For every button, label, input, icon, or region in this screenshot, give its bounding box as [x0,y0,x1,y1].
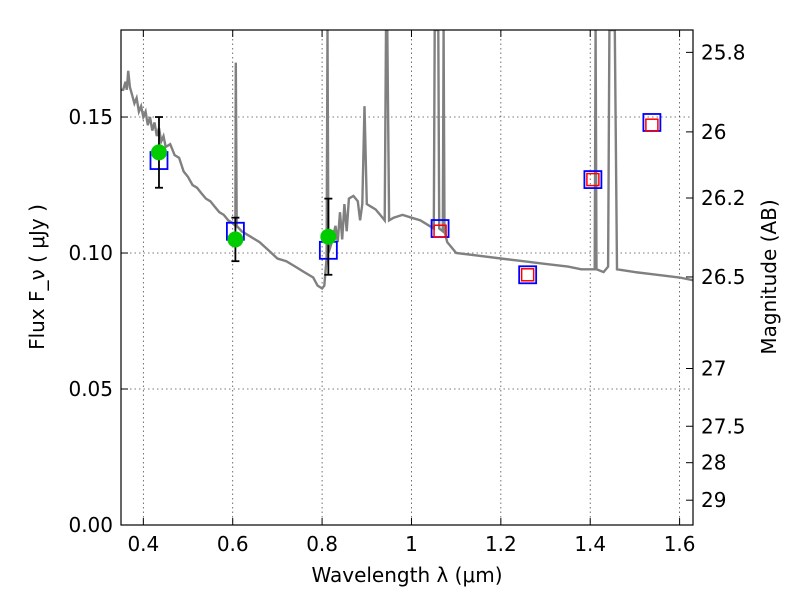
y-tick-label: 0.15 [68,105,113,129]
grid-lines [121,30,693,525]
x-axis-title: Wavelength λ (μm) [311,563,502,587]
observed-point [227,231,244,248]
axis-ticks: 0.4 0.6 0.8 1 1.2 1.4 1.6 0.00 0.05 0.10 0.15 25.8 2… [68,30,746,556]
predicted-band-marker [433,224,447,239]
y2-tick-label: 26.2 [701,186,746,210]
y2-axis-title: Magnitude (AB) [757,199,781,354]
y-tick-label: 0.05 [68,377,113,401]
observed-point [150,144,167,161]
model-band-marker [518,265,538,285]
y2-tick-label: 27 [701,356,726,380]
model-spectrum-line [121,30,693,290]
y-tick-label: 0.00 [68,513,113,537]
x-tick-label: 0.4 [127,532,159,556]
x-tick-label: 1.2 [485,532,517,556]
x-tick-label: 1 [405,532,418,556]
band-markers [149,113,662,285]
observed-point [320,228,337,245]
y-tick-label: 0.10 [68,241,113,265]
x-tick-label: 0.8 [306,532,338,556]
plot-area [121,30,693,290]
predicted-band-marker [520,268,535,282]
observed-points [150,116,337,276]
x-tick-label: 1.6 [664,532,696,556]
y2-tick-label: 25.8 [701,40,746,64]
model-band-marker [583,170,603,189]
predicted-band-marker [586,172,600,187]
plot-frame [120,29,694,526]
y-axis-title: Flux F_ν ( μJy ) [25,204,49,350]
predicted-band-marker [645,118,659,132]
y2-tick-label: 28 [701,451,726,475]
y2-tick-label: 26 [701,120,726,144]
x-tick-label: 0.6 [217,532,249,556]
y2-tick-label: 29 [701,488,726,512]
x-tick-label: 1.4 [574,532,606,556]
y2-tick-label: 26.5 [701,265,746,289]
y2-tick-label: 27.5 [701,414,746,438]
